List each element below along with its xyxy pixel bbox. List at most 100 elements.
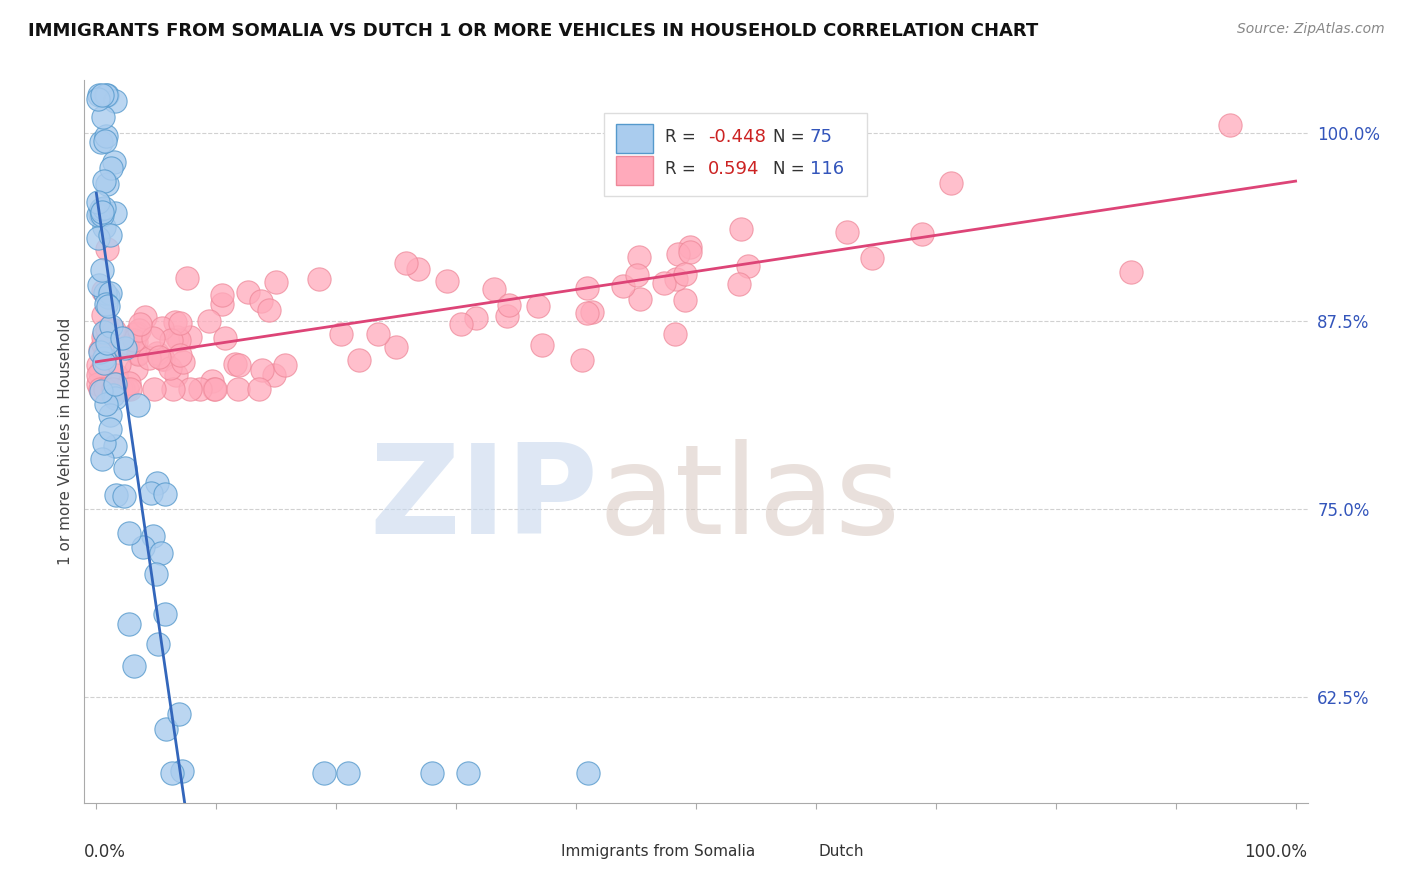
Point (675, 293, 697, 307)
Point (576, 765, 599, 780)
Point (149, 545, 172, 559)
Point (86, 358, 108, 372)
Text: 0.594: 0.594 (709, 161, 759, 178)
Point (91, 308, 114, 322)
Point (103, 155, 125, 169)
Point (94, 347, 117, 361)
Text: 75: 75 (810, 128, 832, 145)
Point (93, 202, 115, 216)
Text: 100.0%: 100.0% (1244, 843, 1308, 861)
Point (94, 297, 117, 311)
Text: IMMIGRANTS FROM SOMALIA VS DUTCH 1 OR MORE VEHICLES IN HOUSEHOLD CORRELATION CHA: IMMIGRANTS FROM SOMALIA VS DUTCH 1 OR MO… (28, 22, 1039, 40)
Point (450, 317, 472, 331)
Point (91, 88, 114, 103)
Point (94, 382, 117, 396)
Point (127, 326, 149, 341)
Point (96, 88, 118, 103)
Point (128, 318, 150, 332)
Point (98, 422, 121, 436)
Point (115, 339, 138, 353)
Text: -0.448: -0.448 (709, 128, 766, 145)
Point (91, 451, 114, 466)
Point (527, 299, 550, 313)
Point (111, 382, 134, 396)
Text: ZIP: ZIP (370, 439, 598, 560)
Point (100, 285, 122, 300)
Point (155, 722, 177, 736)
Point (162, 382, 184, 396)
Point (457, 765, 479, 780)
Point (224, 357, 246, 371)
Point (125, 335, 148, 350)
Point (90, 363, 112, 377)
Point (250, 293, 273, 308)
Point (104, 488, 127, 502)
Point (202, 382, 225, 396)
Point (727, 277, 749, 292)
Point (329, 327, 352, 342)
Point (104, 439, 127, 453)
Point (93, 435, 115, 450)
Point (96, 336, 118, 351)
Point (87, 231, 110, 245)
Text: Immigrants from Somalia: Immigrants from Somalia (561, 845, 755, 859)
Point (347, 353, 370, 368)
Point (167, 333, 190, 347)
Point (138, 351, 160, 366)
Point (630, 293, 652, 307)
Point (105, 368, 128, 383)
Text: R =: R = (665, 128, 696, 145)
Point (257, 303, 280, 318)
Point (571, 352, 593, 367)
Point (104, 376, 127, 391)
Point (97, 300, 120, 314)
Point (576, 281, 599, 295)
Point (104, 377, 127, 392)
Point (214, 331, 236, 345)
Point (165, 315, 187, 329)
Point (628, 250, 651, 264)
Text: N =: N = (773, 161, 804, 178)
Point (179, 382, 201, 396)
Point (90, 135, 112, 149)
Point (668, 247, 690, 261)
Point (176, 270, 198, 285)
Point (314, 765, 336, 780)
Point (89, 207, 111, 221)
Point (90, 263, 112, 277)
Point (122, 333, 145, 347)
Point (652, 277, 675, 291)
Point (274, 358, 297, 372)
Point (118, 526, 141, 541)
Point (125, 362, 148, 376)
Point (166, 330, 188, 344)
Point (89, 88, 111, 103)
Point (142, 330, 165, 344)
Point (165, 368, 187, 383)
Point (110, 382, 132, 396)
Point (122, 658, 145, 673)
Point (91, 337, 114, 351)
Point (114, 461, 136, 475)
FancyBboxPatch shape (605, 112, 868, 196)
Point (101, 388, 124, 402)
Point (141, 486, 163, 500)
Point (112, 489, 135, 503)
Point (87, 368, 110, 382)
Point (89, 343, 111, 358)
Point (89, 277, 111, 292)
Point (96, 322, 118, 336)
Point (132, 540, 155, 554)
Point (152, 352, 174, 367)
Point (89, 382, 111, 396)
Point (939, 176, 962, 190)
Point (367, 326, 389, 341)
Point (100, 319, 122, 334)
Y-axis label: 1 or more Vehicles in Household: 1 or more Vehicles in Household (58, 318, 73, 566)
Point (581, 305, 603, 319)
Point (93, 174, 115, 188)
Point (142, 529, 165, 543)
Point (104, 392, 127, 406)
Point (108, 357, 131, 371)
Point (162, 765, 184, 780)
